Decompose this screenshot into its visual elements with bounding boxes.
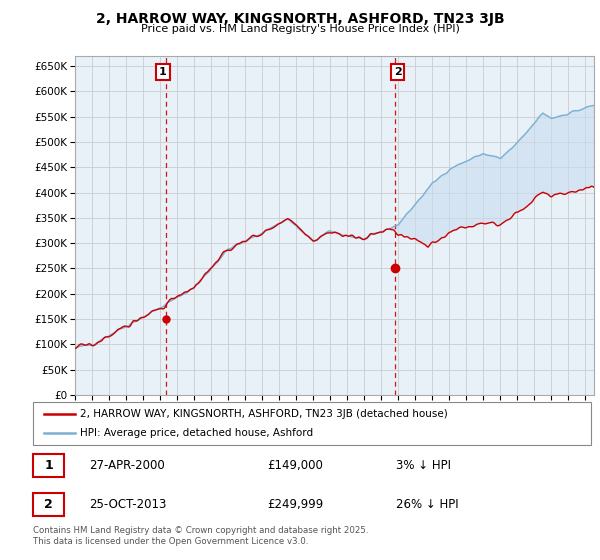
FancyBboxPatch shape bbox=[33, 493, 64, 516]
Text: £249,999: £249,999 bbox=[268, 498, 323, 511]
Text: 2, HARROW WAY, KINGSNORTH, ASHFORD, TN23 3JB (detached house): 2, HARROW WAY, KINGSNORTH, ASHFORD, TN23… bbox=[80, 409, 448, 419]
Text: 26% ↓ HPI: 26% ↓ HPI bbox=[396, 498, 458, 511]
Text: Contains HM Land Registry data © Crown copyright and database right 2025.
This d: Contains HM Land Registry data © Crown c… bbox=[33, 526, 368, 546]
FancyBboxPatch shape bbox=[33, 454, 64, 477]
Text: 1: 1 bbox=[159, 67, 167, 77]
Text: Price paid vs. HM Land Registry's House Price Index (HPI): Price paid vs. HM Land Registry's House … bbox=[140, 24, 460, 34]
Text: 2: 2 bbox=[394, 67, 401, 77]
Text: £149,000: £149,000 bbox=[268, 459, 323, 472]
Text: 1: 1 bbox=[44, 459, 53, 472]
Text: 25-OCT-2013: 25-OCT-2013 bbox=[89, 498, 166, 511]
Text: 27-APR-2000: 27-APR-2000 bbox=[89, 459, 164, 472]
Text: 2: 2 bbox=[44, 498, 53, 511]
Text: 3% ↓ HPI: 3% ↓ HPI bbox=[396, 459, 451, 472]
Text: HPI: Average price, detached house, Ashford: HPI: Average price, detached house, Ashf… bbox=[80, 428, 314, 438]
FancyBboxPatch shape bbox=[33, 402, 591, 445]
Text: 2, HARROW WAY, KINGSNORTH, ASHFORD, TN23 3JB: 2, HARROW WAY, KINGSNORTH, ASHFORD, TN23… bbox=[95, 12, 505, 26]
